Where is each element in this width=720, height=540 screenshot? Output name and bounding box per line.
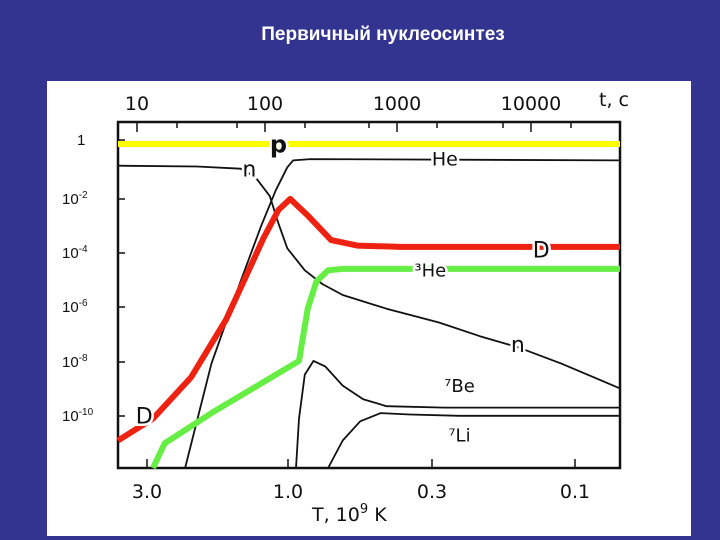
left-tick-labels: 1 10-2 10-4 10-6 10-8 10-10	[62, 132, 125, 425]
series-label-halo: ³He	[414, 261, 446, 282]
bottom-tick-label: 0.3	[417, 481, 447, 503]
top-tick-labels: 10 100 1000 10000	[125, 93, 572, 132]
top-tick-label: 10000	[501, 93, 561, 115]
nucleosynthesis-chart: 10 100 1000 10000 t, с 3.0 1.0 0.3 0.1 T, 109 …	[62, 89, 629, 526]
series-label-D: D	[533, 238, 550, 263]
left-tick-label: 10-2	[62, 190, 88, 208]
left-tick-label: 10-8	[62, 353, 88, 371]
series-line-D	[116, 195, 620, 444]
series-label-halo: p	[270, 130, 287, 158]
series-line-n	[117, 164, 621, 390]
series-label-halo: ⁷Be	[444, 376, 475, 397]
series-label-n: n	[242, 157, 256, 182]
series-line-7Be	[295, 359, 620, 469]
top-axis-label: t, с	[599, 89, 629, 111]
left-tick-label: 1	[77, 132, 85, 149]
series-label-halo: He	[432, 149, 458, 171]
top-tick-label: 1000	[373, 93, 421, 115]
series-label-halo: n	[511, 333, 525, 358]
series-line-3He	[150, 265, 620, 470]
series-label-halo: D	[136, 405, 153, 430]
bottom-tick-label: 0.1	[560, 481, 590, 503]
series-label-7Li: ⁷Li	[448, 425, 470, 446]
series-label-halo: D	[533, 238, 550, 263]
series-label-3He: ³He	[414, 261, 446, 282]
series-label-halo: ⁷Li	[448, 425, 470, 446]
bottom-tick-labels: 3.0 1.0 0.3 0.1	[132, 459, 590, 503]
series-label-n-rise: He	[432, 149, 458, 171]
chart-panel: 10 100 1000 10000 t, с 3.0 1.0 0.3 0.1 T, 109 …	[47, 81, 691, 536]
left-tick-label: 10-10	[62, 407, 94, 425]
left-tick-label: 10-6	[62, 298, 88, 316]
series-label-7Be: ⁷Be	[444, 376, 475, 397]
series-label-n: n	[511, 333, 525, 358]
series-label-D: D	[136, 405, 153, 430]
series-line-n-rise	[184, 158, 621, 469]
top-tick-label: 10	[125, 93, 149, 115]
bottom-tick-label: 1.0	[273, 481, 303, 503]
series-curves	[116, 141, 621, 470]
series-label-p: p	[270, 130, 287, 158]
left-tick-label: 10-4	[62, 244, 88, 262]
top-tick-label: 100	[247, 93, 283, 115]
bottom-tick-label: 3.0	[132, 481, 162, 503]
series-line-7Li	[327, 412, 620, 469]
series-label-halo: n	[242, 157, 256, 182]
bottom-axis-label: T, 109 K	[311, 502, 387, 526]
slide-title: Первичный нуклеосинтез	[261, 24, 505, 45]
